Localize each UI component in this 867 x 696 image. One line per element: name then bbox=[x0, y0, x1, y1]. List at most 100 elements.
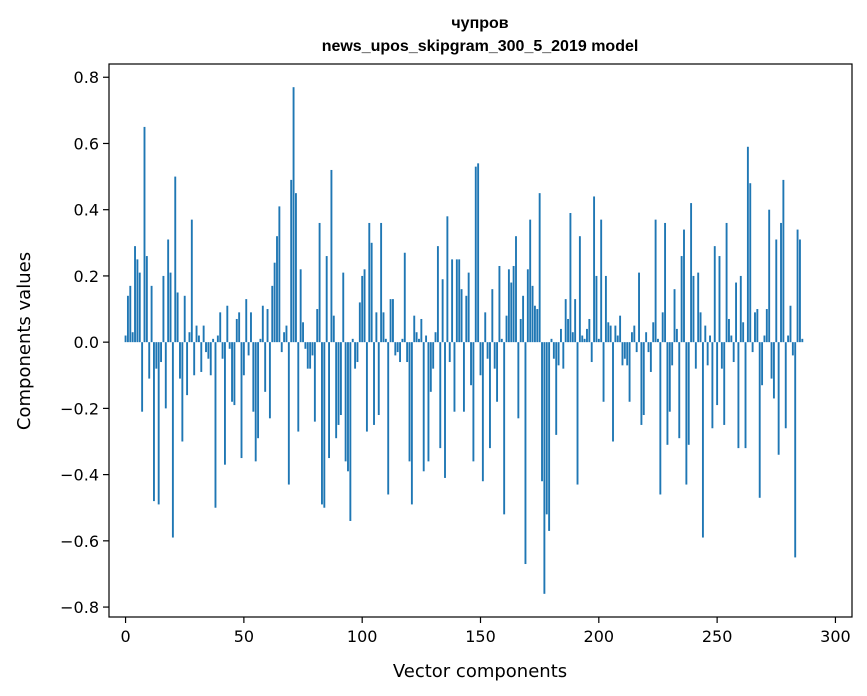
bar-27 bbox=[188, 332, 191, 343]
bar-254 bbox=[725, 222, 728, 343]
bar-172 bbox=[531, 285, 534, 343]
y-tick-label: 0.8 bbox=[74, 68, 99, 87]
bar-60 bbox=[266, 309, 269, 343]
bar-54 bbox=[252, 342, 255, 412]
bar-62 bbox=[271, 285, 274, 343]
bar-195 bbox=[586, 328, 588, 343]
bar-118 bbox=[403, 252, 406, 343]
bar-190 bbox=[574, 299, 577, 343]
bar-122 bbox=[413, 315, 416, 343]
bar-93 bbox=[344, 342, 347, 462]
bar-113 bbox=[392, 299, 394, 343]
bar-180 bbox=[550, 338, 553, 343]
bar-191 bbox=[576, 342, 579, 485]
bar-212 bbox=[626, 342, 629, 366]
bar-25 bbox=[183, 295, 186, 343]
bar-105 bbox=[373, 342, 375, 425]
bar-276 bbox=[777, 342, 780, 455]
bar-203 bbox=[604, 275, 607, 343]
bar-152 bbox=[484, 312, 487, 343]
bar-81 bbox=[316, 309, 319, 343]
bar-196 bbox=[588, 318, 591, 343]
bar-235 bbox=[680, 256, 683, 343]
y-tick-label: 0.6 bbox=[74, 134, 99, 153]
bar-155 bbox=[491, 289, 494, 343]
bar-37 bbox=[212, 338, 215, 343]
bar-234 bbox=[678, 342, 681, 439]
bar-40 bbox=[219, 312, 222, 343]
bar-265 bbox=[751, 342, 754, 353]
bar-157 bbox=[496, 342, 499, 402]
bar-16 bbox=[162, 275, 165, 343]
bar-56 bbox=[257, 342, 260, 439]
bar-140 bbox=[455, 259, 458, 343]
bar-87 bbox=[330, 169, 333, 343]
bar-38 bbox=[214, 342, 217, 508]
bar-42 bbox=[224, 342, 226, 465]
x-tick-label: 100 bbox=[347, 627, 378, 646]
bar-0 bbox=[124, 335, 127, 343]
bar-279 bbox=[784, 342, 787, 429]
bar-22 bbox=[176, 292, 179, 343]
bar-284 bbox=[796, 229, 799, 343]
bar-102 bbox=[365, 342, 368, 432]
bar-222 bbox=[649, 342, 652, 372]
bar-255 bbox=[728, 318, 730, 343]
bar-230 bbox=[668, 342, 671, 412]
bar-198 bbox=[593, 196, 596, 343]
bar-68 bbox=[285, 325, 288, 343]
bar-283 bbox=[794, 342, 797, 558]
bar-233 bbox=[675, 328, 678, 343]
bar-115 bbox=[396, 342, 399, 353]
bar-51 bbox=[245, 299, 248, 343]
bar-13 bbox=[155, 342, 158, 369]
bar-57 bbox=[259, 338, 262, 343]
bar-159 bbox=[500, 338, 503, 343]
bar-150 bbox=[479, 342, 482, 376]
y-tick-label: 0.2 bbox=[74, 267, 99, 286]
bar-108 bbox=[380, 222, 383, 343]
bar-1 bbox=[126, 295, 129, 343]
bar-278 bbox=[782, 179, 785, 343]
y-tick-label: −0.8 bbox=[60, 598, 99, 617]
bar-24 bbox=[181, 342, 184, 442]
bar-92 bbox=[342, 272, 345, 343]
bar-144 bbox=[465, 295, 468, 343]
bar-236 bbox=[683, 229, 685, 343]
bar-53 bbox=[250, 312, 252, 343]
bar-282 bbox=[791, 342, 794, 356]
bar-15 bbox=[160, 342, 162, 363]
bar-247 bbox=[709, 335, 711, 343]
y-axis-ticks: −0.8 −0.6 −0.4 −0.2 0.0 0.2 0.4 0.6 0.8 bbox=[60, 68, 109, 617]
bar-49 bbox=[240, 342, 243, 459]
bar-84 bbox=[323, 342, 326, 508]
bar-227 bbox=[661, 312, 664, 343]
bar-267 bbox=[756, 309, 759, 343]
bar-114 bbox=[394, 342, 397, 356]
bar-248 bbox=[711, 342, 714, 429]
bar-164 bbox=[512, 265, 515, 343]
bar-210 bbox=[621, 342, 624, 366]
bar-36 bbox=[209, 342, 212, 376]
bar-232 bbox=[673, 289, 676, 343]
bar-175 bbox=[538, 193, 541, 343]
bar-134 bbox=[441, 279, 444, 343]
bar-131 bbox=[434, 332, 437, 343]
bar-5 bbox=[136, 259, 139, 343]
bar-110 bbox=[384, 338, 387, 343]
bar-47 bbox=[235, 318, 238, 343]
bar-223 bbox=[652, 322, 655, 343]
bar-177 bbox=[543, 342, 546, 594]
bar-280 bbox=[787, 335, 790, 343]
chart-subtitle: news_upos_skipgram_300_5_2019 model bbox=[322, 38, 639, 55]
bar-253 bbox=[723, 342, 726, 425]
bar-163 bbox=[510, 282, 513, 343]
bar-12 bbox=[153, 342, 155, 502]
bar-128 bbox=[427, 342, 430, 462]
bar-270 bbox=[763, 335, 766, 343]
bar-55 bbox=[254, 342, 257, 462]
bar-142 bbox=[460, 289, 463, 343]
bar-104 bbox=[370, 242, 373, 343]
x-axis-ticks: 0 50 100 150 200 250 300 bbox=[120, 617, 851, 646]
bar-249 bbox=[713, 246, 716, 343]
